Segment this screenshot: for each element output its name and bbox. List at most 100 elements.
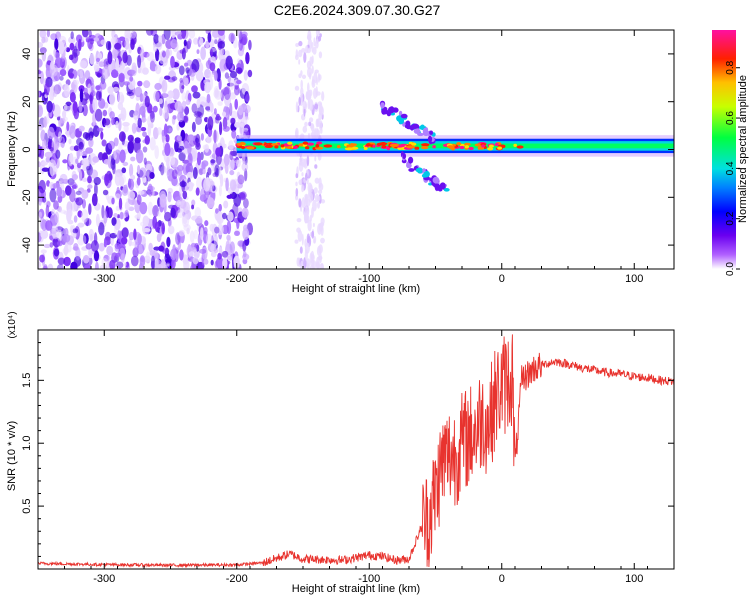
signal-hotspot: [305, 146, 310, 150]
heatmap-noise-cell: [127, 77, 136, 90]
snr-y-multiplier: (x10⁴): [7, 311, 18, 338]
heatmap-noise-cell: [219, 121, 223, 136]
heatmap-noise-cell: [316, 91, 321, 96]
heatmap-noise-cell: [195, 142, 201, 150]
heatmap-noise-cell: [51, 208, 55, 216]
heatmap-noise-cell: [53, 248, 60, 257]
heatmap-noise-cell: [205, 233, 213, 246]
heatmap-noise-cell: [70, 31, 74, 40]
heatmap-noise-cell: [115, 120, 119, 129]
snr-x-label: Height of straight line (km): [292, 583, 420, 595]
heatmap-noise-cell: [241, 31, 248, 38]
heatmap-noise-cell: [118, 72, 125, 83]
heatmap-noise-cell: [82, 150, 88, 156]
heatmap-noise-cell: [115, 57, 119, 71]
heatmap-noise-cell: [160, 162, 165, 176]
heatmap-noise-cell: [207, 32, 212, 43]
heatmap-noise-cell: [82, 132, 89, 139]
heatmap-noise-cell: [174, 196, 183, 203]
heatmap-noise-cell: [217, 252, 222, 260]
heatmap-noise-cell: [82, 104, 88, 117]
heatmap-noise-cell: [57, 206, 62, 213]
heatmap-noise-cell: [87, 175, 92, 184]
heatmap-noise-cell: [69, 92, 76, 103]
heatmap-noise-cell: [86, 166, 91, 171]
heatmap-noise-cell: [98, 61, 105, 67]
heatmap-noise-cell: [180, 30, 187, 39]
heatmap-noise-cell: [137, 117, 142, 129]
heatmap-noise-cell: [237, 30, 243, 40]
heatmap-noise-cell: [175, 232, 181, 245]
heatmap-noise-cell: [73, 145, 80, 152]
heatmap-noise-cell: [73, 79, 80, 85]
heatmap-noise-cell: [114, 172, 122, 186]
heatmap-noise-cell: [301, 48, 306, 53]
heatmap-noise-cell: [319, 222, 325, 227]
heatmap-noise-cell: [66, 121, 70, 132]
heatmap-noise-cell: [304, 242, 310, 254]
heatmap-noise-cell: [194, 207, 202, 218]
heatmap-noise-cell: [185, 99, 191, 106]
heatmap-noise-cell: [207, 167, 212, 176]
heatmap-noise-cell: [200, 46, 207, 60]
signal-hotspot: [316, 141, 323, 145]
heatmap-noise-cell: [206, 197, 215, 209]
heatmap-noise-cell: [93, 250, 100, 262]
heatmap-noise-cell: [39, 30, 47, 39]
heatmap-noise-cell: [122, 184, 128, 194]
heatmap-noise-cell: [188, 251, 195, 257]
heatmap-noise-cell: [196, 151, 202, 166]
heatmap-noise-cell: [100, 39, 107, 46]
heatmap-noise-cell: [190, 264, 197, 269]
heatmap-noise-cell: [160, 165, 167, 174]
heatmap-noise-cell: [119, 149, 126, 163]
heatmap-noise-cell: [306, 34, 312, 41]
heatmap-noise-cell: [162, 248, 170, 255]
heatmap-noise-cell: [38, 144, 42, 157]
heatmap-noise-cell: [306, 154, 310, 167]
heatmap-noise-cell: [109, 111, 115, 120]
heatmap-noise-cell: [229, 150, 234, 161]
snr-panel: -300 -200 -100 0 100 0.5 1.0 1.5 Height of str…: [6, 311, 675, 595]
heatmap-noise-cell: [236, 171, 241, 180]
heatmap-noise-cell: [296, 227, 301, 233]
heatmap-noise-cell: [192, 91, 201, 99]
heatmap-noise-cell: [129, 241, 137, 246]
heatmap-noise-cell: [203, 226, 208, 235]
heatmap-noise-cell: [245, 52, 250, 65]
heatmap-noise-cell: [49, 242, 54, 248]
side-feature-cell: [416, 167, 423, 174]
heatmap-noise-cell: [310, 123, 315, 132]
heatmap-noise-cell: [94, 261, 99, 269]
heatmap-noise-cell: [157, 210, 161, 217]
heatmap-noise-cell: [128, 69, 136, 75]
heatmap-noise-cell: [43, 243, 51, 249]
heatmap-noise-cell: [170, 207, 176, 218]
heatmap-noise-cell: [88, 228, 95, 242]
heatmap-noise-cell: [154, 82, 162, 91]
heatmap-noise-cell: [215, 113, 220, 119]
heatmap-noise-cell: [300, 87, 304, 97]
heatmap-noise-cell: [68, 36, 76, 44]
heatmap-noise-cell: [182, 214, 188, 225]
heatmap-noise-cell: [128, 231, 135, 241]
signal-hotspot: [386, 147, 391, 151]
snr-series-line: [38, 334, 674, 569]
heatmap-noise-cell: [119, 211, 124, 220]
heatmap-noise-cell: [166, 236, 171, 248]
heatmap-noise-cell: [91, 193, 98, 207]
heatmap-noise-cell: [68, 72, 75, 78]
heatmap-noise-cell: [160, 93, 169, 99]
heatmap-noise-cell: [98, 98, 106, 109]
heatmap-noise-cell: [63, 245, 69, 256]
heatmap-noise-cell: [109, 232, 117, 239]
signal-hotspot: [293, 145, 298, 149]
heatmap-noise-cell: [229, 241, 235, 254]
heatmap-noise-cell: [196, 49, 200, 54]
heatmap-noise-cell: [69, 125, 76, 139]
heatmap-noise-cell: [94, 182, 98, 197]
heatmap-noise-cell: [72, 48, 80, 57]
heatmap-noise-cell: [91, 82, 95, 94]
heatmap-noise-cell: [134, 86, 143, 98]
heatmap-noise-cell: [161, 222, 165, 235]
